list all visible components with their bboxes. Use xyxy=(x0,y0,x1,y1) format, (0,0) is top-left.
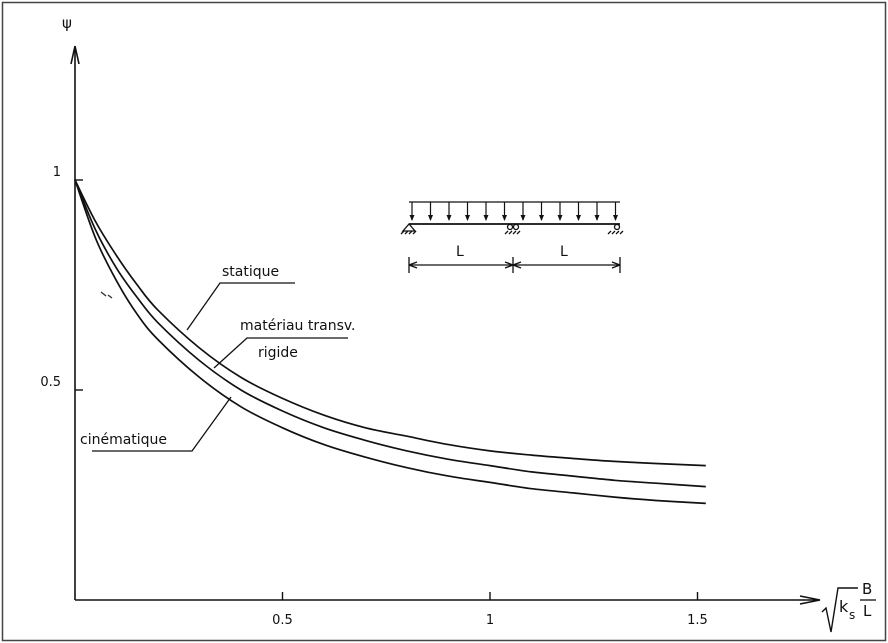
annotation-leaders xyxy=(92,282,348,452)
x-tick-label: 0.5 xyxy=(272,613,293,628)
stray-mark xyxy=(100,291,113,299)
leader-materiau xyxy=(213,337,348,369)
load-arrow-head xyxy=(576,215,581,221)
support-right xyxy=(607,223,624,235)
label-cinematique: cinématique xyxy=(80,432,167,448)
x-ticks: 0.5 1 1.5 xyxy=(272,592,708,628)
x-tick-label: 1 xyxy=(486,613,494,628)
dim-arrows xyxy=(408,261,621,269)
x-label-subscript: s xyxy=(849,608,855,622)
y-ticks: 0.51 xyxy=(40,165,83,391)
load-arrow-head xyxy=(483,215,489,221)
load-arrow-head xyxy=(594,215,600,221)
inset-beam-diagram xyxy=(400,201,624,273)
series-statique xyxy=(74,179,706,467)
series-materiau-transv-rigide xyxy=(74,179,706,488)
span-label-right: L xyxy=(560,244,568,260)
load-arrow-head xyxy=(502,215,507,221)
axes xyxy=(70,45,821,605)
support-left xyxy=(400,223,417,235)
y-axis-arrow xyxy=(70,45,80,65)
load-arrow-head xyxy=(539,215,544,221)
y-axis-label: ψ xyxy=(62,14,72,32)
series-group xyxy=(74,179,706,505)
span-label-left: L xyxy=(456,244,464,260)
leader-statique xyxy=(186,282,295,331)
load-arrows xyxy=(409,202,618,221)
x-label-denominator: L xyxy=(863,602,872,620)
load-arrow-head xyxy=(428,215,433,221)
load-arrow-head xyxy=(613,215,618,221)
load-arrow-head xyxy=(446,215,452,221)
y-tick-label: 0.5 xyxy=(40,375,61,390)
load-arrow-head xyxy=(409,215,415,221)
load-arrow-head xyxy=(520,215,526,221)
x-tick-label: 1.5 xyxy=(687,613,708,628)
x-label-numerator: B xyxy=(862,580,872,598)
sqrt-sign xyxy=(821,587,858,633)
series-cinematique xyxy=(74,179,706,505)
load-arrow-head xyxy=(465,215,470,221)
y-tick-label: 1 xyxy=(53,165,61,180)
label-materiau-line2: rigide xyxy=(258,345,298,361)
leader-cinematique xyxy=(92,396,232,452)
x-label-root: k xyxy=(839,597,849,616)
x-axis-arrow xyxy=(799,595,821,605)
load-arrow-head xyxy=(557,215,563,221)
label-materiau-line1: matériau transv. xyxy=(240,318,356,334)
x-axis-label: k s B L xyxy=(821,580,876,633)
label-statique: statique xyxy=(222,264,279,280)
support-middle xyxy=(504,223,521,235)
